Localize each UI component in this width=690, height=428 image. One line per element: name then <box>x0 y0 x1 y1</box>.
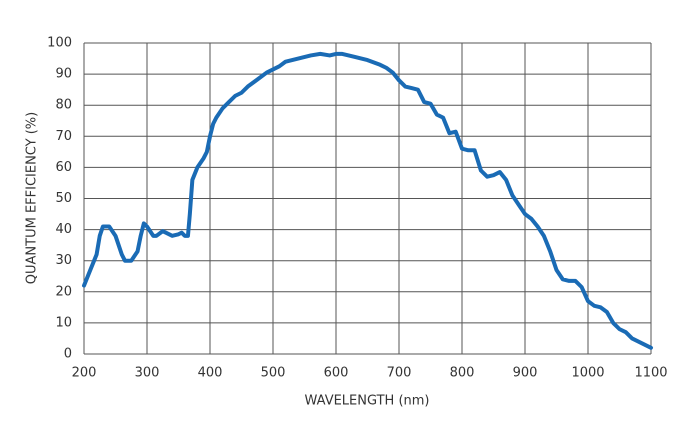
y-axis-label: QUANTUM EFFICIENCY (%) <box>25 112 40 284</box>
x-tick-label: 400 <box>198 366 223 381</box>
y-tick-label: 10 <box>55 315 72 330</box>
x-tick-label: 1000 <box>571 366 604 381</box>
x-tick-label: 1100 <box>634 366 667 381</box>
y-tick-label: 90 <box>55 67 72 82</box>
y-tick-label: 30 <box>55 253 72 268</box>
x-tick-label: 600 <box>324 366 349 381</box>
x-tick-label: 500 <box>261 366 286 381</box>
y-tick-label: 70 <box>55 129 72 144</box>
data-line <box>82 51 653 350</box>
x-tick-label: 300 <box>135 366 160 381</box>
y-tick-label: 60 <box>55 160 72 175</box>
y-tick-label: 0 <box>64 347 72 362</box>
y-tick-label: 50 <box>55 191 72 206</box>
y-tick-label: 100 <box>47 36 72 51</box>
y-tick-label: 20 <box>55 284 72 299</box>
x-tick-label: 200 <box>72 366 97 381</box>
x-axis-label: WAVELENGTH (nm) <box>305 394 430 409</box>
y-tick-label: 40 <box>55 222 72 237</box>
x-tick-label: 800 <box>450 366 475 381</box>
y-tick-label: 80 <box>55 98 72 113</box>
x-tick-label: 700 <box>387 366 412 381</box>
x-tick-label: 900 <box>513 366 538 381</box>
